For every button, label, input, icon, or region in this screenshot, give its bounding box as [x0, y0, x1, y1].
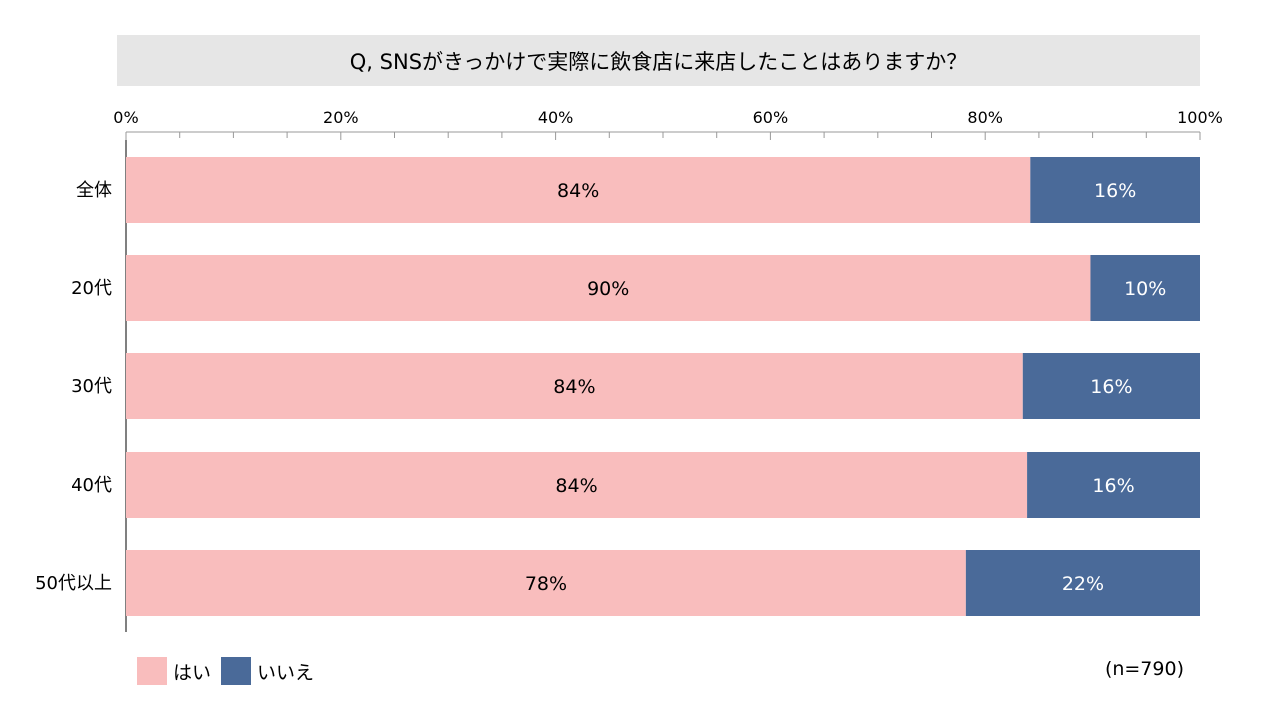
data-label-yes: 78% — [525, 573, 567, 595]
data-label-no: 16% — [1094, 180, 1136, 202]
category-label: 40代 — [71, 475, 112, 496]
x-tick-label: 0% — [113, 108, 138, 127]
category-label: 30代 — [71, 376, 112, 397]
bar-yes — [126, 550, 966, 616]
data-label-yes: 84% — [557, 180, 599, 202]
category-label: 20代 — [71, 278, 112, 299]
x-tick-label: 60% — [753, 108, 789, 127]
bar-yes — [126, 452, 1028, 518]
bar-no — [1090, 255, 1200, 321]
bar-yes — [126, 255, 1091, 321]
x-tick-label: 40% — [538, 108, 574, 127]
legend-label-yes: はい — [173, 661, 212, 684]
data-label-yes: 90% — [587, 278, 629, 300]
bar-no — [965, 550, 1200, 616]
bar-no — [1027, 452, 1200, 518]
data-label-no: 10% — [1124, 278, 1166, 300]
legend-item-yes: はい — [137, 657, 211, 685]
sample-size-note: (n=790) — [1104, 658, 1184, 680]
x-tick-label: 80% — [967, 108, 1003, 127]
data-label-yes: 84% — [555, 475, 597, 497]
data-label-yes: 84% — [553, 376, 595, 398]
x-tick-label: 100% — [1177, 108, 1223, 127]
data-label-no: 22% — [1062, 573, 1104, 595]
bar-no — [1022, 353, 1200, 419]
chart-title-box: Q, SNSがきっかけで実際に飲食店に来店したことはありますか？ — [117, 35, 1200, 86]
category-label: 50代以上 — [35, 573, 112, 594]
x-tick-label: 20% — [323, 108, 359, 127]
legend-item-no: いいえ — [221, 657, 314, 685]
legend-swatch-no — [221, 657, 252, 685]
legend-swatch-yes — [137, 657, 167, 685]
data-label-no: 16% — [1092, 475, 1134, 497]
bar-yes — [126, 157, 1031, 223]
category-label: 全体 — [76, 180, 112, 201]
chart-title: Q, SNSがきっかけで実際に飲食店に来店したことはありますか？ — [349, 49, 968, 74]
bar-yes — [126, 353, 1023, 419]
legend: はい いいえ — [137, 657, 324, 685]
legend-label-no: いいえ — [257, 661, 315, 684]
bar-no — [1030, 157, 1200, 223]
data-label-no: 16% — [1090, 376, 1132, 398]
